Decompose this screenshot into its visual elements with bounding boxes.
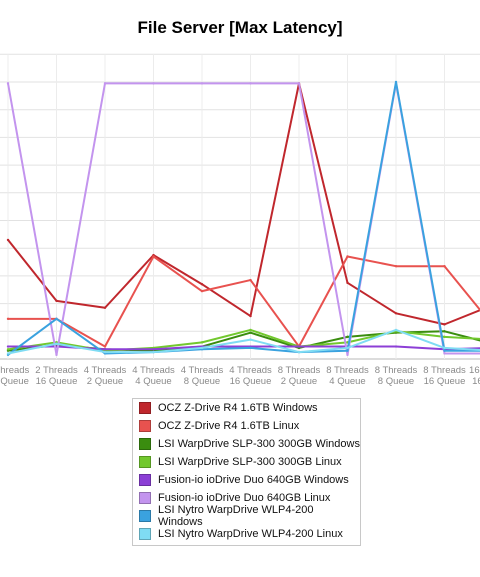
data-point: [55, 342, 58, 345]
data-point: [443, 335, 446, 339]
legend-item: Fusion-io ioDrive Duo 640GB Linux: [133, 489, 360, 507]
legend-item: LSI WarpDrive SLP-300 300GB Windows: [133, 435, 360, 453]
x-tick-label: 8 Threads 4 Queue: [326, 365, 369, 387]
data-point: [394, 345, 398, 348]
data-point: [55, 317, 58, 321]
data-point: [346, 255, 349, 258]
legend-label: Fusion-io ioDrive Duo 640GB Windows: [158, 474, 349, 486]
data-point: [103, 82, 107, 85]
data-point: [346, 281, 349, 285]
data-point: [6, 345, 10, 348]
legend-swatch: [139, 510, 151, 522]
data-point: [152, 82, 155, 85]
legend-item: OCZ Z-Drive R4 1.6TB Linux: [133, 417, 360, 435]
legend-label: LSI WarpDrive SLP-300 300GB Windows: [158, 438, 360, 450]
legend-swatch: [139, 474, 151, 486]
data-point: [297, 82, 301, 85]
data-point: [346, 346, 349, 350]
data-point: [152, 348, 155, 351]
legend-swatch: [139, 492, 151, 504]
data-point: [443, 349, 446, 352]
x-tick-label: 4 Threads 4 Queue: [132, 365, 175, 387]
data-point: [249, 82, 252, 85]
data-point: [249, 314, 252, 318]
data-point: [103, 348, 107, 351]
series-lines: [6, 80, 480, 357]
data-point: [200, 341, 204, 344]
legend-swatch: [139, 456, 151, 468]
data-point: [249, 338, 252, 341]
legend-label: Fusion-io ioDrive Duo 640GB Linux: [158, 492, 331, 504]
data-point: [200, 82, 204, 85]
legend-item: LSI WarpDrive SLP-300 300GB Linux: [133, 453, 360, 471]
series-line-0: [7, 82, 480, 326]
x-tick-label: 8 Threads 16 Queue: [423, 365, 466, 387]
legend-item: OCZ Z-Drive R4 1.6TB Windows: [133, 399, 360, 417]
data-point: [297, 345, 301, 348]
legend-item: LSI Nytro WarpDrive WLP4-200 Linux: [133, 525, 360, 543]
legend-item: LSI Nytro WarpDrive WLP4-200 Windows: [133, 504, 360, 528]
legend-label: LSI WarpDrive SLP-300 300GB Linux: [158, 456, 342, 468]
x-tick-label: 4 Threads 8 Queue: [181, 365, 224, 387]
data-point: [394, 80, 398, 84]
gridlines: [0, 53, 480, 360]
x-tick-label: 4 Threads 16 Queue: [229, 365, 272, 387]
data-point: [249, 278, 252, 282]
legend-item: Fusion-io ioDrive Duo 640GB Windows: [133, 471, 360, 489]
data-point: [103, 306, 107, 309]
data-point: [443, 352, 446, 355]
data-point: [6, 317, 10, 321]
data-point: [394, 312, 398, 315]
legend-swatch: [139, 420, 151, 432]
data-point: [6, 352, 10, 355]
data-point: [443, 330, 446, 333]
x-tick-label: 4 Threads 2 Queue: [84, 365, 127, 387]
data-point: [200, 289, 204, 293]
data-point: [152, 350, 155, 354]
data-point: [249, 346, 252, 350]
data-point: [55, 299, 58, 303]
data-point: [394, 328, 398, 332]
data-point: [346, 335, 349, 339]
legend: OCZ Z-Drive R4 1.6TB Windows OCZ Z-Drive …: [132, 398, 361, 546]
legend-label: OCZ Z-Drive R4 1.6TB Linux: [158, 420, 300, 432]
data-point: [55, 353, 58, 357]
x-tick-label: 2 Threads 16 Queue: [35, 365, 78, 387]
data-point: [346, 353, 349, 357]
data-point: [443, 265, 446, 268]
data-point: [6, 82, 10, 85]
data-point: [249, 331, 252, 334]
data-point: [6, 348, 10, 351]
data-point: [249, 328, 252, 332]
legend-label: LSI Nytro WarpDrive WLP4-200 Linux: [158, 528, 343, 540]
series-line-6: [7, 81, 480, 356]
data-point: [200, 283, 204, 286]
chart-title: File Server [Max Latency]: [137, 18, 343, 37]
legend-swatch: [139, 528, 151, 540]
data-point: [297, 350, 301, 354]
series-line-5: [7, 82, 480, 356]
data-point: [152, 255, 155, 258]
data-point: [103, 350, 107, 354]
data-point: [394, 265, 398, 268]
legend-swatch: [139, 402, 151, 414]
x-tick-label: 8 Threads 8 Queue: [375, 365, 418, 387]
legend-label: OCZ Z-Drive R4 1.6TB Windows: [158, 402, 318, 414]
data-point: [443, 323, 446, 326]
data-point: [200, 346, 204, 350]
x-tick-label: 8 Threads 2 Queue: [278, 365, 321, 387]
legend-label: LSI Nytro WarpDrive WLP4-200 Windows: [158, 504, 314, 528]
legend-swatch: [139, 438, 151, 450]
data-point: [443, 346, 446, 350]
data-point: [346, 349, 349, 352]
data-point: [6, 238, 10, 242]
data-point: [103, 345, 107, 348]
